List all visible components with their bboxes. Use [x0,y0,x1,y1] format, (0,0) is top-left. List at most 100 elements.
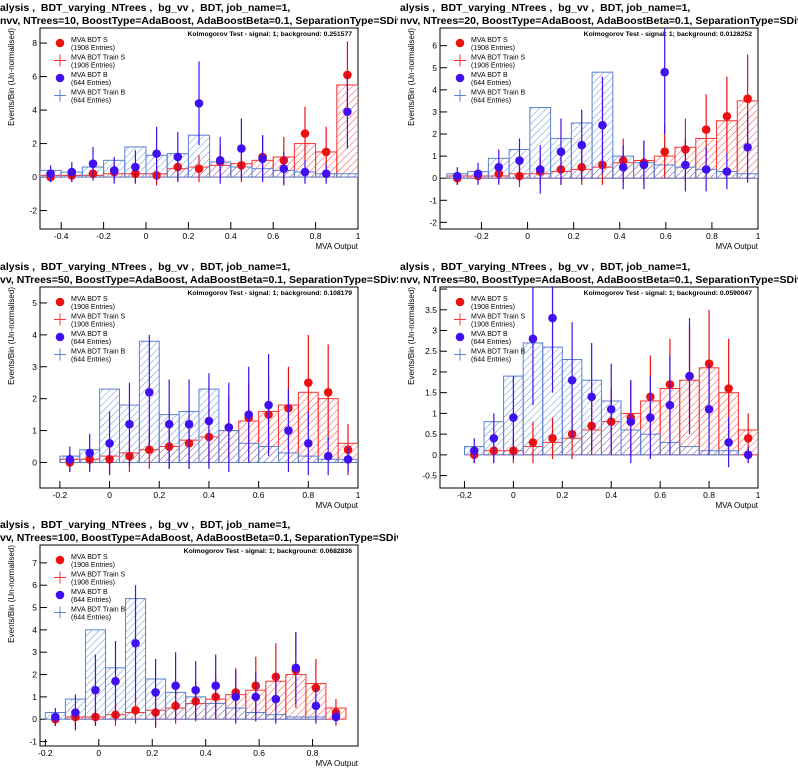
marker [194,164,204,173]
x-tick-label: 0 [511,490,516,500]
y-tick-label: 4 [32,105,37,115]
marker [204,416,214,426]
legend-entries: (1908 Entries) [71,322,115,329]
y-tick-label: 4 [32,330,37,340]
marker [743,94,752,103]
marker [331,712,341,722]
y-tick-label: 1 [32,426,37,436]
plot-area [59,334,358,476]
y-tick-label: 1 [432,151,437,161]
marker [88,159,98,168]
x-tick-label: 0.8 [706,231,718,241]
y-tick-label: -2 [429,217,437,227]
x-tick-label: 0.4 [225,231,237,241]
legend-entries: (644 Entries) [71,357,111,364]
chart-subtitle: vv, NTrees=100, BoostType=AdaBoost, AdaB… [0,532,398,544]
legend-entries: (644 Entries) [471,98,511,105]
x-tick-label: 0.8 [302,490,314,500]
y-axis-label: Events/Bin (Un-normalised) [7,28,16,126]
marker [46,169,55,179]
y-tick-label: 3 [32,362,37,372]
chart-title: alysis , BDT_varying_NTrees , bg_vv , BD… [400,2,690,14]
marker [685,371,694,381]
y-tick-label: 0 [432,173,437,183]
legend-entries: (644 Entries) [71,98,111,105]
x-tick-label: 0 [525,231,530,241]
y-axis-label: Events/Bin (Un-normalised) [407,287,416,385]
x-tick-label: 0 [96,748,101,758]
y-tick-label: 2 [32,139,37,149]
legend-entries: (644 Entries) [471,80,511,87]
legend-symbol [55,38,65,48]
histogram-bin [336,173,358,178]
marker [473,169,483,179]
legend-entries: (644 Entries) [71,80,111,87]
marker [577,140,587,150]
y-tick-label: 8 [32,38,37,48]
y-tick-label: 5 [432,63,437,73]
panel: alysis , BDT_varying_NTrees , bg_vv , BD… [0,261,398,510]
x-tick-label: 1 [356,490,361,500]
legend-label: MVA BDT Train B [71,607,126,614]
legend-label: MVA BDT Train S [471,314,526,321]
x-axis-label: MVA Output [315,501,358,510]
panel: alysis , BDT_varying_NTrees , bg_vv , BD… [0,2,398,251]
marker [323,451,333,461]
x-tick-label: 1 [756,490,761,500]
marker [258,154,267,163]
y-tick-label: 4 [432,85,437,95]
marker [646,413,655,422]
legend-label: MVA BDT S [71,554,108,561]
legend-symbol [455,332,465,342]
legend-label: MVA BDT Train B [471,349,526,356]
marker [701,165,711,174]
marker [321,169,331,179]
annotation: Kolmogorov Test - signal: 1; background:… [184,548,353,555]
chart-title: alysis , BDT_varying_NTrees , bg_vv , BD… [0,261,290,273]
marker [567,375,577,385]
legend-label: MVA BDT Train S [71,314,126,321]
marker [131,705,140,715]
marker [556,147,566,156]
histogram-bin [285,716,307,720]
marker [701,125,711,134]
marker [724,384,733,393]
x-tick-label: -0.2 [474,231,489,241]
annotation: Kolmogorov Test - signal: 1; background:… [584,31,753,38]
legend-symbol [455,297,465,307]
marker [509,413,518,422]
marker [587,392,596,402]
legend-label: MVA BDT B [71,331,108,338]
marker [271,694,281,704]
y-tick-label: 2 [32,670,37,680]
marker [343,107,352,117]
legend-label: MVA BDT Train B [71,349,126,356]
x-tick-label: 0.4 [203,490,215,500]
y-tick-label: 3 [432,326,437,336]
legend-entries: (1908 Entries) [71,580,115,587]
marker [145,445,154,455]
legend-label: MVA BDT B [471,331,508,338]
y-tick-label: 1.5 [425,388,437,398]
legend-label: MVA BDT S [471,37,508,44]
y-tick-label: 3 [32,647,37,657]
x-tick-label: 0.2 [568,231,580,241]
annotation: Kolmogorov Test - signal: 1; background:… [187,290,352,297]
legend-entries: (644 Entries) [471,357,511,364]
marker [152,149,161,158]
marker [743,142,752,152]
marker [194,99,204,108]
y-tick-label: 0 [432,450,437,460]
y-tick-label: 6 [32,72,37,82]
chart-subtitle: nvv, NTrees=80, BoostType=AdaBoost, AdaB… [400,274,798,286]
marker [65,454,75,464]
marker [660,147,669,156]
marker [489,433,499,443]
legend-label: MVA BDT S [71,37,108,44]
marker [681,160,690,170]
marker [300,129,310,138]
y-tick-label: 5 [32,298,37,308]
marker [494,162,504,172]
legend-label: MVA BDT S [471,296,508,303]
marker [131,162,140,172]
